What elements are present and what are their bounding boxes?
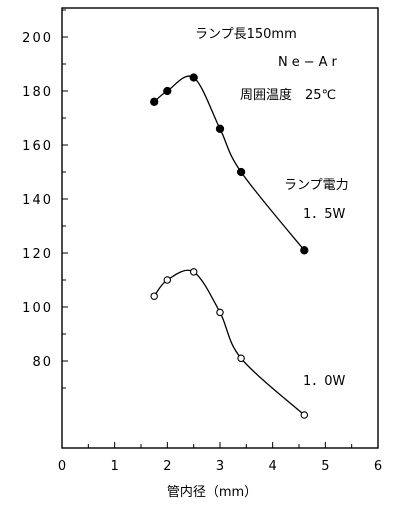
series-1-point-3 bbox=[216, 308, 224, 317]
series-0-point-5 bbox=[300, 246, 309, 255]
x-tick-label-0: 0 bbox=[58, 459, 66, 474]
x-axis: 0 1 2 3 4 5 6 bbox=[58, 442, 382, 474]
series-1-point-5 bbox=[300, 411, 309, 419]
series-points bbox=[150, 73, 309, 419]
series-0-point-3 bbox=[215, 124, 225, 133]
series-0-point-2 bbox=[189, 73, 198, 82]
series-curves bbox=[153, 75, 305, 416]
series-0-point-1 bbox=[163, 86, 172, 96]
series-0-point-0 bbox=[150, 97, 159, 106]
x-tick-label-5: 5 bbox=[321, 459, 329, 474]
annotation-gas: Ne−Ar bbox=[278, 55, 341, 70]
series-label-1-5w: 1．5W bbox=[303, 207, 346, 222]
y-axis: 80 100 120 140 160 180 200 bbox=[22, 9, 68, 389]
x-tick-label-2: 2 bbox=[163, 459, 171, 474]
series-label-1-0w: 1．0W bbox=[303, 374, 346, 389]
annotation-ambient-temp: 周囲温度 25℃ bbox=[240, 87, 336, 103]
series-1-point-1 bbox=[163, 276, 172, 284]
x-tick-label-4: 4 bbox=[269, 459, 277, 474]
y-tick-label-5: 180 bbox=[22, 85, 53, 100]
x-tick-label-1: 1 bbox=[111, 459, 119, 474]
series-1-point-2 bbox=[189, 268, 198, 276]
annotation-lamp-power: ランプ電力 bbox=[284, 178, 349, 193]
x-axis-label: 管内径（mm） bbox=[167, 484, 257, 500]
y-tick-label-1: 100 bbox=[22, 301, 53, 316]
series-0-point-4 bbox=[236, 167, 246, 177]
y-tick-label-0: 80 bbox=[32, 355, 53, 370]
y-tick-label-2: 120 bbox=[22, 247, 53, 262]
x-tick-label-3: 3 bbox=[216, 459, 224, 474]
x-tick-label-6: 6 bbox=[374, 459, 382, 474]
annotation-lamp-length: ランプ長150mm bbox=[195, 27, 297, 42]
y-tick-label-4: 160 bbox=[22, 139, 53, 154]
series-1-point-0 bbox=[150, 292, 158, 300]
series-line-1 bbox=[153, 269, 305, 416]
y-tick-label-6: 200 bbox=[22, 31, 53, 46]
series-1-point-4 bbox=[237, 354, 245, 363]
y-tick-label-3: 140 bbox=[22, 193, 53, 208]
